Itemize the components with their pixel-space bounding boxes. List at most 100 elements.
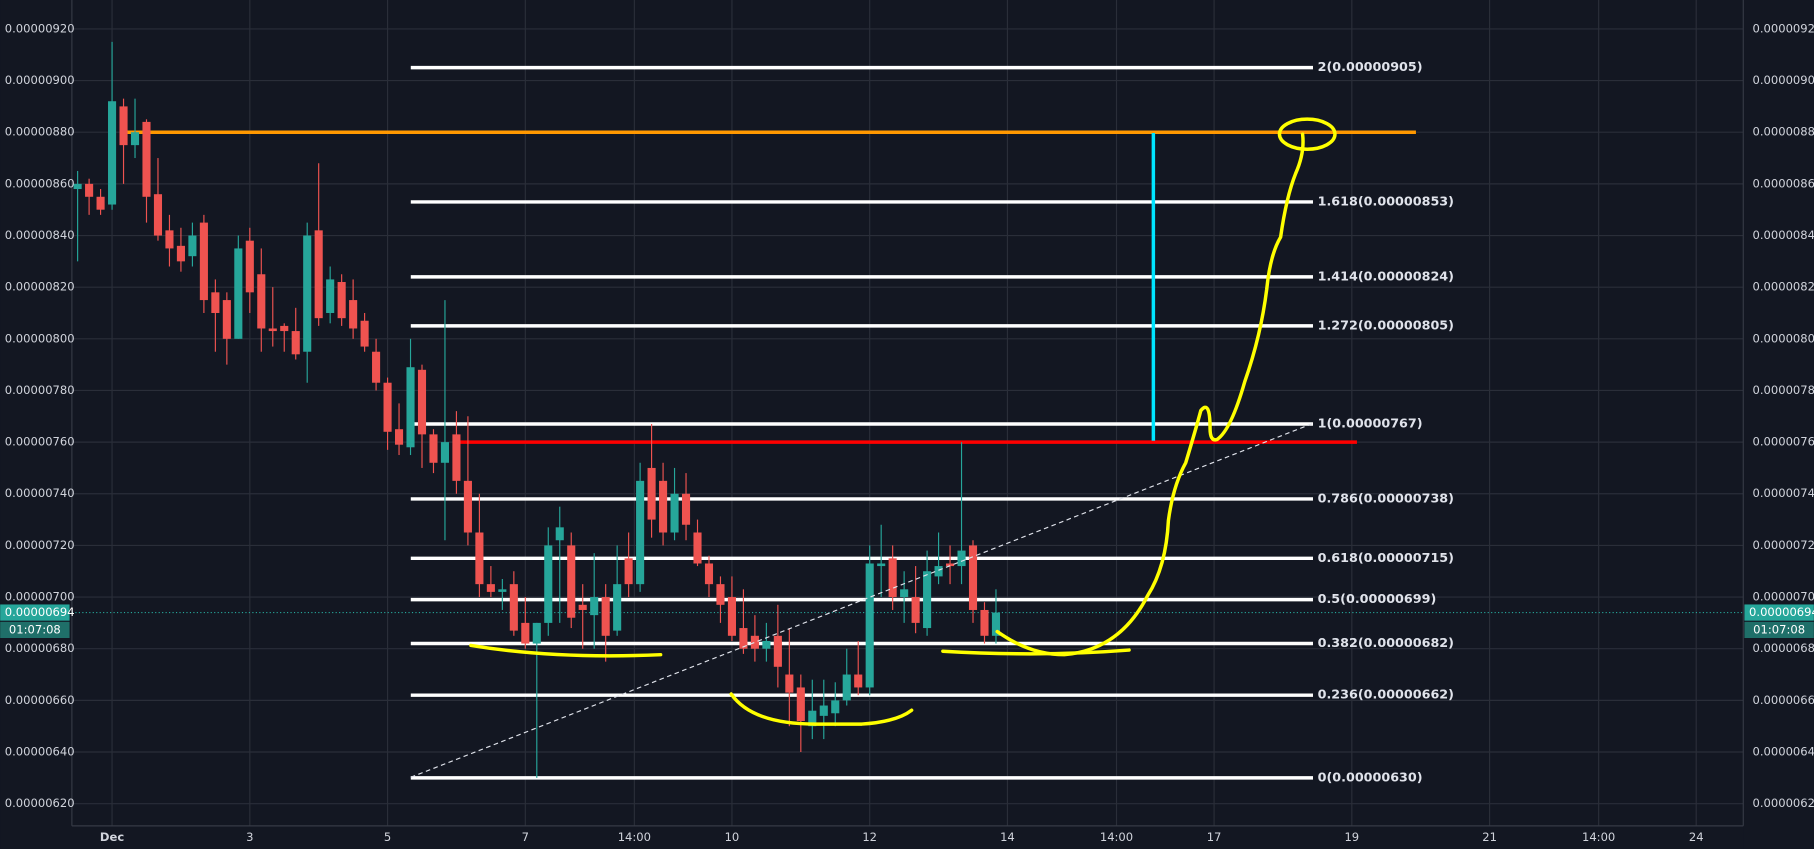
fib-label: 0.5(0.00000699)	[1318, 591, 1437, 606]
y-tick-label: 0.00000700	[1753, 590, 1814, 604]
y-tick-label: 0.00000800	[5, 331, 75, 345]
candle-body	[704, 563, 714, 585]
candle-body	[199, 222, 208, 301]
freehand	[469, 117, 1337, 726]
candle-body	[291, 331, 300, 355]
candle-body	[636, 480, 645, 585]
x-tick-label: 3	[246, 830, 253, 844]
support-stroke	[941, 648, 1131, 656]
fib-label: 1.618(0.00000853)	[1318, 193, 1454, 208]
candle-body	[819, 705, 828, 716]
y-tick-label: 0.00000680	[5, 641, 75, 655]
candle-body	[877, 563, 886, 567]
candle-body	[578, 604, 587, 610]
candle-body	[808, 710, 817, 727]
candle-body	[394, 429, 404, 445]
y-tick-label: 0.00000660	[5, 693, 75, 707]
candle-body	[900, 589, 909, 598]
fib-label: 0.236(0.00000662)	[1318, 687, 1454, 702]
candle-body	[831, 700, 840, 714]
candle-body	[222, 300, 231, 339]
x-tick-label: 14	[1000, 830, 1015, 844]
candle-body	[968, 545, 978, 610]
y-tick-label: 0.00000640	[1753, 745, 1814, 759]
y-tick-label: 0.00000820	[5, 280, 75, 294]
candle-body	[601, 597, 610, 636]
price-badge	[1744, 604, 1814, 621]
candle-body	[762, 640, 771, 649]
candle-body	[773, 635, 782, 667]
candle-body	[234, 248, 243, 339]
grid	[71, 0, 1744, 826]
price-badge-label: 0.00000694	[1749, 605, 1814, 619]
y-tick-label: 0.00000660	[1753, 693, 1814, 707]
x-tick-label: 7	[522, 830, 529, 844]
countdown-badge	[0, 621, 70, 639]
countdown-badge	[1744, 621, 1814, 639]
x-tick-label: 14:00	[1100, 830, 1133, 844]
candle-body	[211, 292, 220, 313]
candle-body	[624, 558, 633, 585]
candle-body	[452, 434, 461, 481]
candle-body	[142, 121, 151, 197]
right-axis-bg	[1743, 0, 1814, 849]
candle-body	[130, 132, 140, 146]
y-tick-label: 0.00000760	[1753, 435, 1814, 449]
y-tick-label: 0.00000620	[5, 796, 75, 810]
y-tick-label: 0.00000800	[1753, 331, 1814, 345]
support-stroke	[469, 643, 663, 658]
fib-levels: 2(0.00000905) 1.618(0.00000853) 1.414(0.00…	[121, 59, 1454, 784]
candle-body	[440, 442, 450, 463]
candle-body	[555, 527, 564, 541]
y-tick-label: 0.00000820	[1753, 280, 1814, 294]
candle-body	[360, 320, 369, 347]
candle-body	[716, 584, 725, 605]
x-tick-label: 17	[1207, 830, 1222, 844]
price-badge	[0, 604, 70, 621]
candle-body	[108, 101, 117, 205]
fib-label: 1(0.00000767)	[1318, 416, 1423, 431]
candle-body	[739, 628, 748, 649]
fib-label: 1.272(0.00000805)	[1318, 317, 1454, 332]
fib-label: 2(0.00000905)	[1318, 59, 1423, 74]
x-tick-label: 14:00	[618, 830, 651, 844]
candle-body	[509, 584, 518, 631]
candle-body	[257, 274, 266, 329]
x-tick-label: 10	[725, 830, 740, 844]
x-tick-label: 21	[1482, 830, 1497, 844]
candle-body	[842, 674, 851, 701]
y-tick-label: 0.00000620	[1753, 796, 1814, 810]
x-tick-label: 5	[384, 830, 391, 844]
candle-body	[349, 300, 358, 329]
candle-body	[946, 563, 955, 567]
candle-body	[498, 589, 507, 592]
y-tick-label: 0.00000860	[5, 176, 75, 190]
candle-body	[314, 230, 323, 319]
y-tick-label: 0.00000720	[1753, 538, 1814, 552]
bottom-stroke	[729, 692, 914, 726]
candle-body	[750, 635, 759, 649]
x-tick-label: 24	[1689, 830, 1704, 844]
price-badge-label: 0.00000694	[5, 605, 75, 619]
candle-body	[659, 480, 668, 533]
candle-body	[475, 532, 484, 585]
candle-body	[865, 563, 874, 688]
fib-label: 0.382(0.00000682)	[1318, 635, 1454, 650]
candle-body	[980, 609, 989, 636]
fib-label: 0.618(0.00000715)	[1318, 550, 1454, 565]
y-tick-label: 0.00000740	[1753, 486, 1814, 500]
candle-body	[888, 558, 897, 598]
candle-body	[165, 230, 174, 249]
candle-body	[785, 674, 794, 693]
fib-label: 1.414(0.00000824)	[1318, 268, 1454, 283]
y-tick-label: 0.00000640	[5, 745, 75, 759]
candle-body	[991, 612, 1001, 636]
candle-body	[73, 183, 82, 190]
x-tick-label: Dec	[100, 830, 124, 844]
candle-body	[337, 282, 346, 319]
price-badges: 0.00000694 01:07:08 0.00000694 01:07:08	[0, 604, 1814, 639]
candle-body	[188, 235, 197, 257]
y-tick-label: 0.00000900	[5, 73, 75, 87]
